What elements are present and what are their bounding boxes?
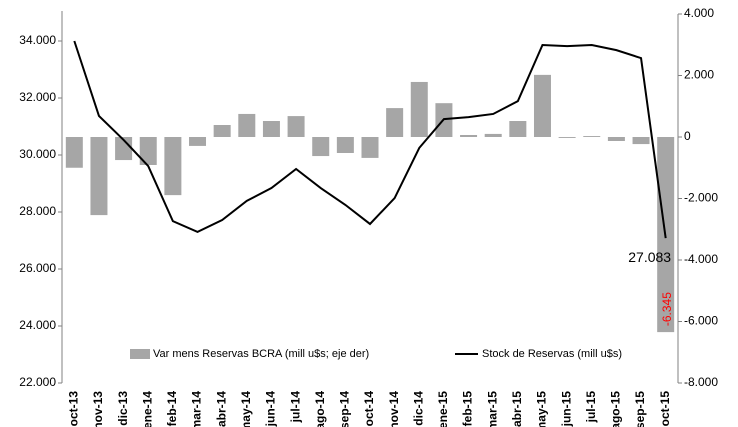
bar <box>312 137 330 157</box>
x-tick-label: dic-13 <box>116 391 130 426</box>
x-tick-label: mar-15 <box>485 391 499 427</box>
y2-tick-label: -8.000 <box>684 375 718 389</box>
x-tick-label: ago-15 <box>609 391 623 427</box>
x-tick-label: oct-13 <box>66 391 80 427</box>
bar <box>65 137 83 168</box>
x-tick-label: abr-14 <box>214 391 228 427</box>
x-tick-label: dic-14 <box>411 391 425 426</box>
bar <box>262 121 280 137</box>
x-tick-label: abr-15 <box>510 391 524 427</box>
x-tick-label: sep-15 <box>633 391 647 427</box>
x-tick-label: ene-15 <box>436 391 450 427</box>
data-label: -6.345 <box>660 292 674 326</box>
bar <box>386 108 404 137</box>
y-tick-label: 28.000 <box>19 204 56 218</box>
bar <box>509 121 527 137</box>
bar <box>460 135 478 137</box>
x-tick-label: jun-15 <box>559 391 573 427</box>
legend-swatch <box>130 349 150 359</box>
y-tick-label: 24.000 <box>19 318 56 332</box>
y-tick-label: 22.000 <box>19 375 56 389</box>
bar <box>238 113 256 137</box>
y-tick-label: 34.000 <box>19 33 56 47</box>
legend-label: Stock de Reservas (mill u$s) <box>482 348 622 360</box>
y2-tick-label: 2.000 <box>684 68 714 82</box>
bar <box>607 137 625 141</box>
y-tick-label: 32.000 <box>19 90 56 104</box>
y-tick-label: 26.000 <box>19 261 56 275</box>
x-tick-label: sep-14 <box>338 391 352 427</box>
bar <box>583 136 601 137</box>
bar <box>558 137 576 138</box>
x-tick-label: jun-14 <box>264 391 278 427</box>
y-tick-label: 30.000 <box>19 147 56 161</box>
x-tick-label: jul-14 <box>288 391 302 424</box>
y2-tick-label: -4.000 <box>684 252 718 266</box>
y2-tick-label: -2.000 <box>684 191 718 205</box>
legend-label: Var mens Reservas BCRA (mill u$s; eje de… <box>153 348 369 360</box>
bar <box>632 137 650 145</box>
bar <box>115 137 133 161</box>
x-tick-label: oct-14 <box>362 391 376 427</box>
bar <box>533 74 551 137</box>
y2-tick-label: 0 <box>684 129 691 143</box>
x-tick-label: ago-14 <box>313 391 327 427</box>
bar <box>287 116 305 137</box>
bar <box>139 137 157 165</box>
bar <box>90 137 108 216</box>
x-tick-label: may-15 <box>535 391 549 427</box>
x-tick-label: nov-13 <box>91 391 105 427</box>
x-tick-label: ene-14 <box>140 391 154 427</box>
y2-tick-label: -6.000 <box>684 314 718 328</box>
bar <box>361 137 379 158</box>
x-tick-label: feb-15 <box>461 391 475 427</box>
x-tick-label: oct-15 <box>658 391 672 427</box>
data-label: 27.083 <box>628 249 671 265</box>
line <box>73 40 667 239</box>
y2-tick-label: 4.000 <box>684 6 714 20</box>
bar <box>213 125 231 137</box>
bar <box>336 137 354 153</box>
x-tick-label: feb-14 <box>165 391 179 427</box>
bar <box>410 81 428 137</box>
x-tick-label: jul-15 <box>584 391 598 424</box>
bar <box>164 137 182 196</box>
x-tick-label: mar-14 <box>190 391 204 427</box>
x-tick-label: may-14 <box>239 391 253 427</box>
bar <box>484 133 502 137</box>
x-tick-label: nov-14 <box>387 391 401 427</box>
bar <box>189 137 207 146</box>
